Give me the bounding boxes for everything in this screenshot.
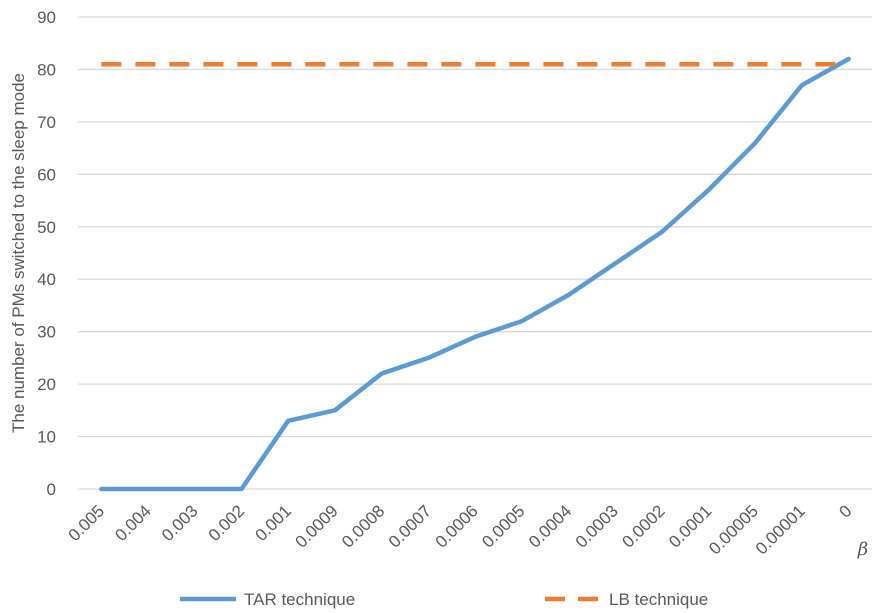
x-tick-label: 0.0003 [572, 501, 622, 551]
x-tick-label: 0.00005 [705, 501, 762, 558]
x-tick-label: 0.0007 [385, 501, 435, 551]
x-axis-label: β [857, 539, 868, 560]
y-tick-label: 30 [37, 323, 56, 342]
y-tick-label: 20 [37, 375, 56, 394]
legend: TAR technique LB technique [180, 590, 708, 609]
y-tick-label: 10 [37, 428, 56, 447]
x-tick-label: 0.0002 [618, 501, 668, 551]
x-tick-label: 0.002 [205, 501, 249, 545]
y-tick-label: 70 [37, 113, 56, 132]
x-tick-label: 0.0005 [478, 501, 528, 551]
x-tick-label: 0.00001 [752, 501, 809, 558]
x-tick-label: 0.0008 [338, 501, 388, 551]
series-line [99, 56, 851, 492]
y-tick-label: 40 [37, 270, 56, 289]
y-tick-label: 60 [37, 165, 56, 184]
x-tick-label: 0.005 [65, 501, 109, 545]
legend-label: TAR technique [244, 590, 355, 609]
x-tick-label: 0.0004 [525, 501, 575, 551]
x-tick-label: 0 [835, 501, 855, 521]
y-tick-label: 90 [37, 8, 56, 27]
series-lines [99, 56, 851, 492]
y-tick-label: 80 [37, 60, 56, 79]
legend-label: LB technique [609, 590, 708, 609]
y-axis-ticks: 0 10 20 30 40 50 60 70 80 90 [37, 8, 56, 499]
y-axis-label: The number of PMs switched to the sleep … [9, 73, 28, 433]
x-tick-label: 0.0006 [432, 501, 482, 551]
y-tick-label: 50 [37, 218, 56, 237]
y-tick-label: 0 [47, 480, 56, 499]
x-tick-label: 0.003 [158, 501, 202, 545]
gridlines [78, 16, 872, 490]
x-axis-ticks: 0.005 0.004 0.003 0.002 0.0010.00090.00080.0… [65, 501, 856, 558]
x-tick-label: 0.001 [251, 501, 295, 545]
x-tick-label: 0.0009 [292, 501, 342, 551]
x-tick-label: 0.004 [111, 501, 155, 545]
